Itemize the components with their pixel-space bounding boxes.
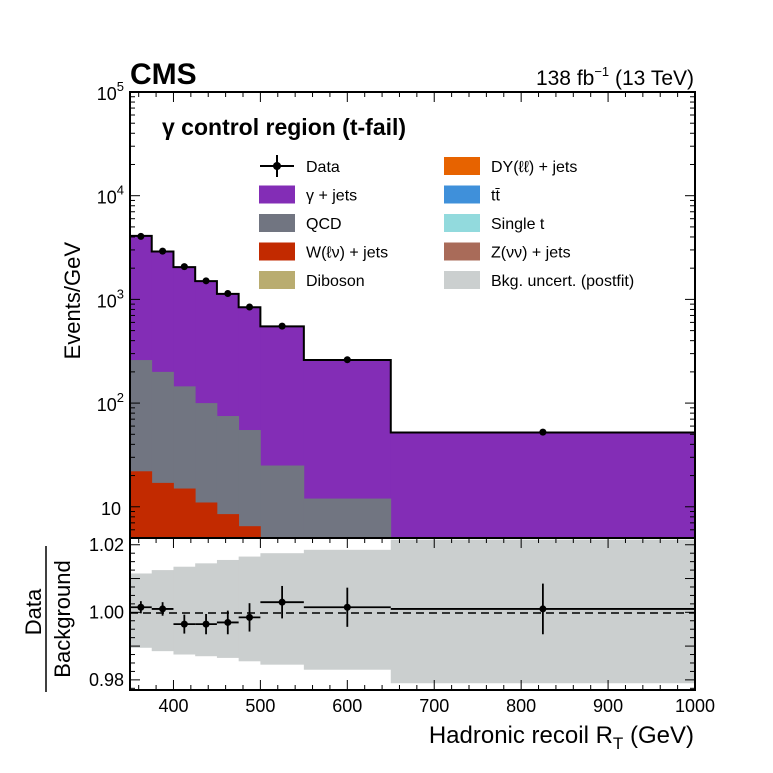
ratio-point xyxy=(278,598,286,606)
bar-qcd-4 xyxy=(216,416,240,538)
x-tick-label: 600 xyxy=(332,696,362,716)
bar-wjets-4 xyxy=(216,514,240,538)
data-point xyxy=(539,428,547,436)
y-tick-label: 103 xyxy=(97,286,124,311)
x-tick-label: 400 xyxy=(158,696,188,716)
data-point xyxy=(159,247,167,255)
legend-label: Z(νν) + jets xyxy=(491,245,571,262)
x-tick-label: 900 xyxy=(593,696,623,716)
legend-swatch-qcd xyxy=(259,214,295,232)
x-tick-label: 800 xyxy=(506,696,536,716)
ratio-y-tick-label: 0.98 xyxy=(89,670,124,690)
y-tick-label: 104 xyxy=(97,183,124,208)
y-tick-label: 105 xyxy=(97,79,124,104)
uncert-band-bin xyxy=(195,563,218,657)
ratio-y-tick-label: 1.00 xyxy=(89,602,124,622)
region-title: γ control region (t-fail) xyxy=(162,114,406,140)
data-point xyxy=(343,356,351,364)
legend-swatch-znunu xyxy=(444,242,480,261)
legend-swatch-ttbar xyxy=(444,185,480,204)
bar-qcd-7 xyxy=(303,498,392,538)
legend: Data γ + jets QCD W(ℓν) + jets Diboson DY(ℓℓ)… xyxy=(259,155,634,290)
data-point xyxy=(180,263,188,271)
legend-data-marker xyxy=(273,162,281,170)
legend-label: DY(ℓℓ) + jets xyxy=(491,159,577,176)
main-y-axis-title: Events/GeV xyxy=(60,242,85,360)
bar-wjets-1 xyxy=(151,482,174,538)
bar-wjets-2 xyxy=(173,488,196,538)
bar-wjets-0 xyxy=(130,471,153,538)
y-tick-label: 10 xyxy=(101,499,121,519)
experiment-label: CMS xyxy=(130,58,197,91)
bar-qcd-6 xyxy=(260,465,305,538)
legend-swatch-dyjets xyxy=(444,157,480,175)
bar-qcd-5 xyxy=(238,430,261,538)
data-points xyxy=(137,232,547,436)
data-point xyxy=(137,232,145,240)
x-axis-title: Hadronic recoil RT (GeV) xyxy=(429,722,694,753)
lumi-label: 138 fb−1 (13 TeV) xyxy=(536,64,694,90)
main-y-axis: 10 102 103 104 105 xyxy=(97,79,695,539)
ratio-points xyxy=(130,583,695,635)
x-tick-label: 1000 xyxy=(675,696,715,716)
legend-swatch-uncert xyxy=(444,271,480,289)
bar-wjets-3 xyxy=(195,502,218,538)
ratio-point xyxy=(539,605,547,613)
legend-label: Data xyxy=(306,159,340,176)
uncert-band-bin xyxy=(173,566,196,655)
legend-swatch-wjets xyxy=(259,242,295,261)
data-point xyxy=(278,322,286,330)
x-tick-label: 700 xyxy=(419,696,449,716)
ratio-point xyxy=(137,603,145,611)
bar-wjets-5 xyxy=(238,526,261,538)
ratio-panel-frame xyxy=(129,537,696,691)
ratio-point xyxy=(202,620,210,628)
legend-swatch-singlet xyxy=(444,214,480,232)
legend-swatch-diboson xyxy=(259,271,295,289)
ratio-y-tick-label: 1.02 xyxy=(89,535,124,555)
legend-label: Single t xyxy=(491,216,545,233)
ratio-y-title-top: Data xyxy=(21,588,46,635)
x-tick-label: 500 xyxy=(245,696,275,716)
legend-label: Bkg. uncert. (postfit) xyxy=(491,273,634,290)
legend-label: Diboson xyxy=(306,273,365,290)
uncert-band-bin xyxy=(216,559,240,658)
stacked-histogram xyxy=(130,234,696,539)
data-point xyxy=(246,303,254,311)
legend-label: tt̄ xyxy=(491,188,500,205)
ratio-y-title-bottom: Background xyxy=(50,560,75,677)
y-tick-label: 102 xyxy=(97,390,124,415)
data-point xyxy=(224,289,232,297)
legend-label: γ + jets xyxy=(306,188,357,205)
bar-gjets-8 xyxy=(390,432,696,538)
uncertainty-band xyxy=(130,539,696,684)
ratio-point xyxy=(180,620,188,628)
data-point xyxy=(202,277,210,285)
legend-label: W(ℓν) + jets xyxy=(306,245,388,262)
ratio-point xyxy=(159,605,167,613)
x-axis: 400 500 600 700 800 900 1000 xyxy=(138,92,715,716)
legend-label: QCD xyxy=(306,216,342,233)
ratio-point xyxy=(343,603,351,611)
ratio-point xyxy=(246,613,254,621)
legend-swatch-gjets xyxy=(259,185,295,204)
ratio-y-axis: 0.98 1.00 1.02 xyxy=(89,535,695,690)
ratio-point xyxy=(224,618,232,626)
